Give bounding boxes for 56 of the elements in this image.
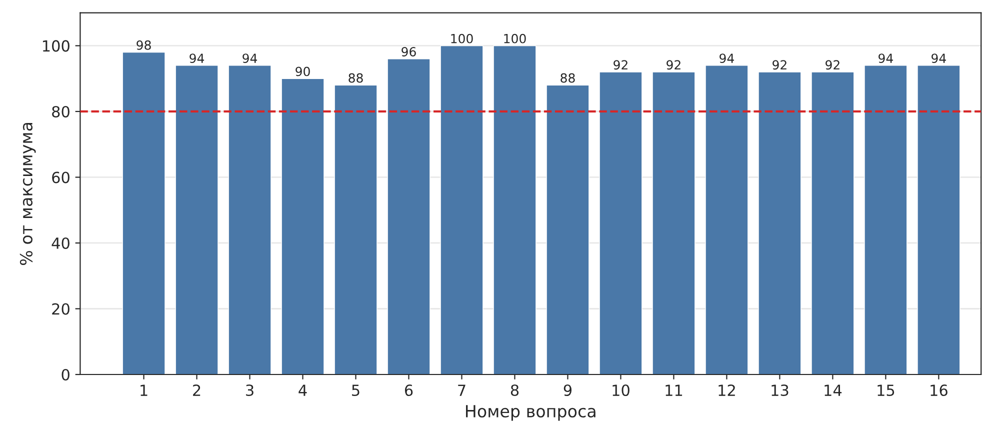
- y-tick-label: 80: [52, 106, 70, 118]
- bar: [758, 72, 802, 374]
- bar: [175, 65, 218, 374]
- x-tick-label: 12: [718, 384, 735, 396]
- x-tick-label: 15: [878, 384, 894, 396]
- bar: [493, 45, 536, 374]
- data-label: 88: [560, 73, 575, 83]
- data-label: 92: [666, 60, 680, 70]
- y-tick-label: 100: [42, 40, 70, 52]
- bar: [811, 72, 854, 374]
- data-label: 94: [878, 54, 893, 64]
- y-tick-label: 20: [52, 303, 70, 315]
- y-axis-title: % от максимума: [20, 122, 36, 265]
- x-axis-title: Номер вопроса: [466, 405, 596, 421]
- x-tick-label: 7: [458, 384, 466, 396]
- bar: [599, 72, 642, 374]
- bar: [864, 65, 908, 374]
- x-tick-label: 2: [193, 384, 200, 396]
- data-label: 96: [402, 46, 416, 56]
- data-label: 92: [614, 60, 628, 70]
- x-tick-label: 8: [510, 384, 519, 396]
- data-label: 92: [826, 60, 840, 70]
- x-tick-label: 4: [298, 384, 307, 396]
- x-tick-label: 16: [930, 384, 948, 396]
- bar: [228, 65, 272, 374]
- data-label: 94: [932, 54, 946, 64]
- bar: [652, 72, 696, 374]
- x-tick-label: 10: [612, 384, 630, 396]
- x-tick-label: 5: [352, 384, 360, 396]
- bar: [281, 78, 324, 374]
- data-label: 98: [136, 40, 151, 50]
- x-tick-label: 9: [564, 384, 572, 396]
- bar: [917, 65, 960, 374]
- y-tick-label: 60: [52, 172, 70, 184]
- bar: [546, 84, 590, 374]
- data-label: 100: [504, 34, 526, 44]
- bar: [387, 58, 430, 374]
- bar: [122, 52, 166, 374]
- data-label: 88: [348, 73, 363, 83]
- bar: [705, 65, 748, 374]
- x-tick-label: 11: [666, 384, 682, 396]
- x-tick-label: 3: [246, 384, 254, 396]
- x-tick-label: 13: [772, 384, 788, 396]
- data-label: 100: [451, 34, 473, 44]
- y-tick-label: 40: [52, 237, 70, 250]
- data-label: 94: [190, 54, 204, 64]
- y-tick-label: 0: [62, 368, 70, 381]
- x-tick-label: 14: [824, 384, 842, 396]
- bar: [334, 84, 378, 374]
- data-label: 94: [720, 54, 734, 64]
- data-label: 92: [772, 60, 786, 70]
- x-tick-label: 1: [140, 384, 148, 396]
- bar: [440, 45, 484, 374]
- x-tick-label: 6: [404, 384, 413, 396]
- data-label: 90: [296, 66, 310, 76]
- data-label: 94: [242, 54, 258, 64]
